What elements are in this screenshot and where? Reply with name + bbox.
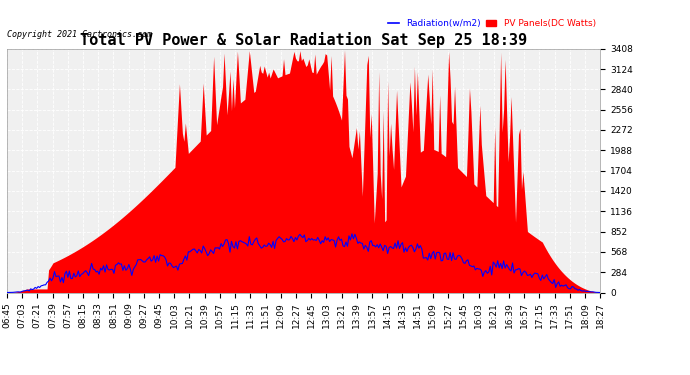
Title: Total PV Power & Solar Radiation Sat Sep 25 18:39: Total PV Power & Solar Radiation Sat Sep… <box>80 32 527 48</box>
Legend: Radiation(w/m2), PV Panels(DC Watts): Radiation(w/m2), PV Panels(DC Watts) <box>388 19 595 28</box>
Text: Copyright 2021 Cartronics.com: Copyright 2021 Cartronics.com <box>7 30 152 39</box>
